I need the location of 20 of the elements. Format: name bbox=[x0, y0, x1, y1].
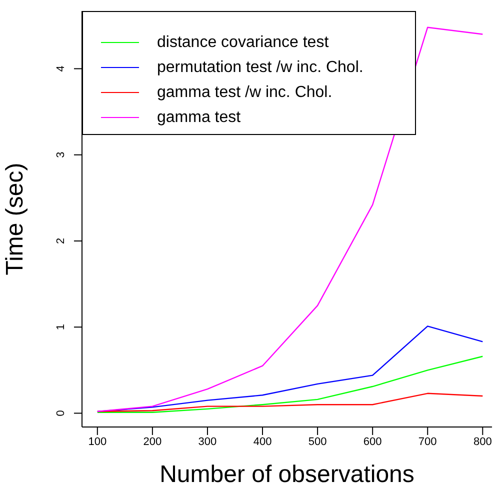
x-tick-label: 800 bbox=[473, 436, 492, 448]
y-tick-label: 3 bbox=[55, 152, 67, 158]
x-tick-label: 200 bbox=[143, 436, 162, 448]
x-tick-label: 300 bbox=[198, 436, 217, 448]
y-tick-label: 1 bbox=[55, 324, 67, 330]
y-axis-title: Time (sec) bbox=[2, 162, 29, 276]
legend-label: distance covariance test bbox=[157, 34, 329, 52]
y-tick-label: 0 bbox=[55, 410, 67, 416]
x-tick-label: 600 bbox=[363, 436, 382, 448]
x-tick-label: 100 bbox=[88, 436, 107, 448]
x-axis-title: Number of observations bbox=[160, 461, 414, 488]
x-tick-label: 500 bbox=[308, 436, 327, 448]
legend-label: gamma test /w inc. Chol. bbox=[157, 84, 332, 102]
line-series bbox=[96, 356, 484, 413]
x-tick-label: 700 bbox=[418, 436, 437, 448]
legend-label: permutation test /w inc. Chol. bbox=[157, 58, 364, 76]
y-tick-label: 4 bbox=[55, 66, 67, 72]
y-tick-label: 2 bbox=[55, 238, 67, 244]
legend-label: gamma test bbox=[157, 108, 241, 126]
x-tick-label: 400 bbox=[253, 436, 272, 448]
